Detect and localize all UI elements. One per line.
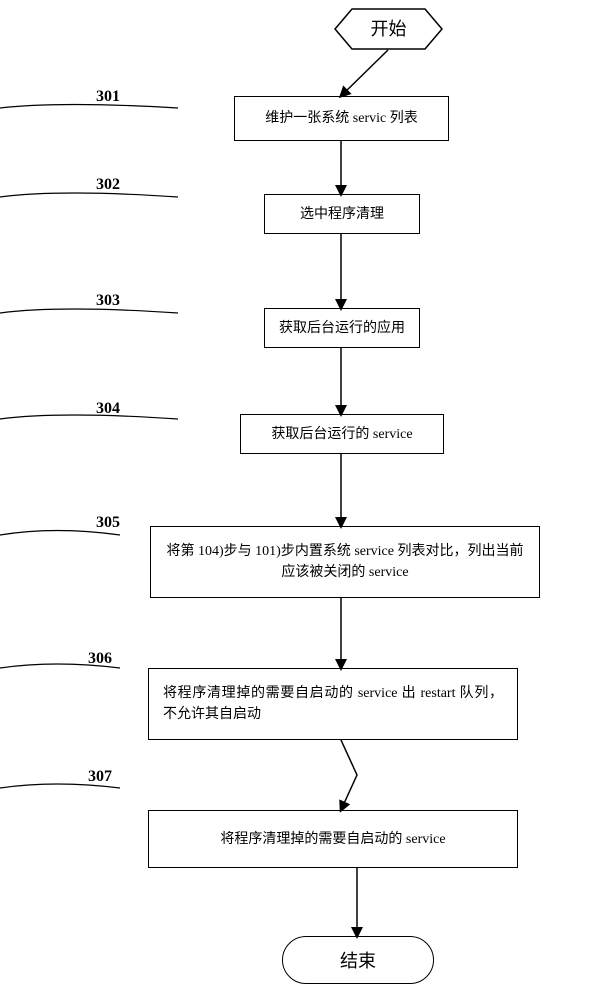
step-text: 将程序清理掉的需要自启动的 service [220, 829, 445, 850]
step-box-302: 选中程序清理 [264, 194, 420, 234]
step-box-301: 维护一张系统 servic 列表 [234, 96, 449, 141]
flowchart-canvas: 开始 维护一张系统 servic 列表 选中程序清理 获取后台运行的应用 获取后… [0, 0, 593, 1000]
step-box-306: 将程序清理掉的需要自启动的 service 出 restart 队列，不允许其自… [148, 668, 518, 740]
step-label-304: 304 [96, 400, 120, 418]
step-label-301: 301 [96, 88, 120, 106]
start-label: 开始 [371, 19, 407, 39]
step-text: 获取后台运行的 service [271, 424, 412, 445]
end-label: 结束 [340, 947, 376, 973]
step-text: 维护一张系统 servic 列表 [265, 108, 417, 129]
step-text: 获取后台运行的应用 [279, 318, 405, 339]
step-label-305: 305 [96, 514, 120, 532]
end-terminal: 结束 [282, 936, 434, 984]
step-box-303: 获取后台运行的应用 [264, 308, 420, 348]
step-label-302: 302 [96, 176, 120, 194]
step-box-307: 将程序清理掉的需要自启动的 service [148, 810, 518, 868]
start-terminal: 开始 [334, 8, 443, 50]
step-text: 将程序清理掉的需要自启动的 service 出 restart 队列，不允许其自… [163, 683, 503, 725]
step-label-307: 307 [88, 768, 112, 786]
step-text: 将第 104)步与 101)步内置系统 service 列表对比，列出当前应该被… [165, 541, 525, 583]
step-text: 选中程序清理 [300, 204, 384, 225]
step-label-303: 303 [96, 292, 120, 310]
step-box-305: 将第 104)步与 101)步内置系统 service 列表对比，列出当前应该被… [150, 526, 540, 598]
step-box-304: 获取后台运行的 service [240, 414, 444, 454]
step-label-306: 306 [88, 650, 112, 668]
